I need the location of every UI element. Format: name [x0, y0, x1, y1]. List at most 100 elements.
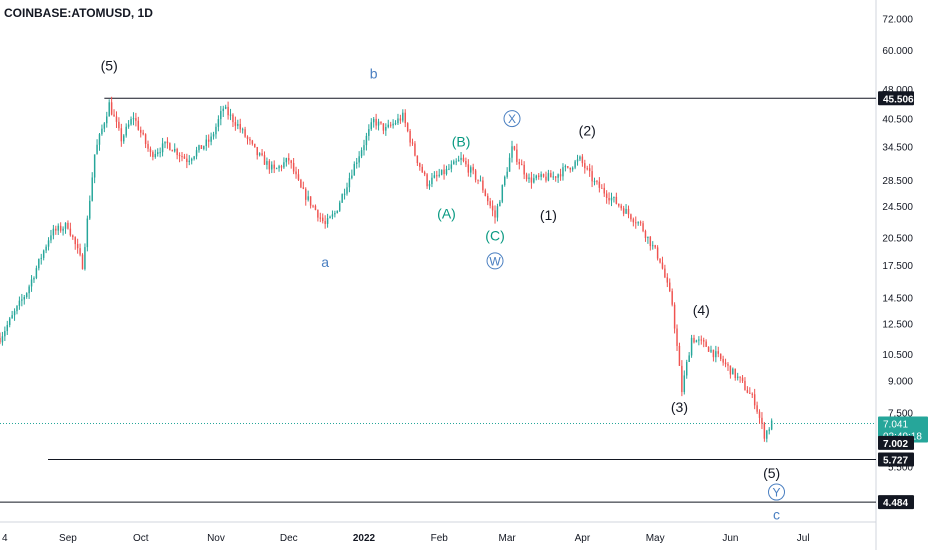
candle-body: [331, 214, 334, 217]
candle: [319, 212, 322, 223]
candle-body: [338, 202, 341, 211]
candle-body: [455, 161, 457, 163]
candle-body: [181, 156, 183, 158]
candle-body: [712, 349, 715, 358]
candle: [38, 258, 40, 271]
candle: [256, 146, 258, 160]
candle: [601, 184, 603, 189]
candle: [501, 184, 504, 204]
candle-body: [751, 393, 753, 395]
candle-body: [186, 158, 188, 163]
candle-body: [722, 358, 724, 363]
candle: [251, 139, 254, 146]
candle: [409, 128, 411, 147]
candle: [586, 165, 588, 171]
candle: [479, 175, 482, 182]
candle-body: [55, 228, 57, 231]
candle-body: [618, 203, 620, 206]
candle: [237, 119, 239, 130]
candle: [416, 155, 419, 166]
candle-body: [761, 417, 763, 424]
candle: [642, 220, 644, 233]
candle: [644, 229, 647, 242]
candle-body: [746, 390, 749, 393]
candle: [681, 360, 683, 397]
candle-body: [278, 166, 280, 169]
candle: [355, 157, 358, 169]
candle-body: [322, 217, 324, 222]
y-tick-label: 48.000: [882, 85, 913, 96]
candle-body: [263, 155, 266, 165]
candle-body: [717, 351, 719, 354]
candle: [426, 173, 428, 189]
candle-body: [462, 157, 465, 162]
candle-body: [40, 257, 42, 259]
candle-body: [574, 161, 576, 168]
candle: [698, 336, 700, 346]
candle: [639, 220, 642, 226]
candle: [632, 217, 635, 227]
wave-label: a: [321, 254, 329, 270]
candle: [343, 188, 346, 200]
candle-body: [685, 361, 688, 376]
candle: [659, 258, 661, 264]
candle-body: [705, 341, 707, 347]
candle: [79, 243, 81, 257]
candle-body: [13, 311, 16, 316]
candle-body: [178, 155, 181, 157]
candle: [637, 221, 639, 226]
candle: [569, 167, 571, 173]
candle-body: [756, 405, 758, 412]
candle-body: [554, 176, 557, 178]
candle-body: [101, 128, 103, 135]
candle-body: [385, 127, 387, 131]
candle: [685, 359, 688, 379]
candle: [159, 147, 161, 158]
candle-body: [212, 134, 215, 137]
candle: [200, 145, 203, 150]
y-tick-label: 72.000: [882, 14, 913, 25]
candle: [732, 367, 734, 375]
candle: [205, 134, 207, 151]
candle-body: [652, 245, 654, 247]
candle: [729, 365, 732, 379]
wave-label: (4): [693, 302, 710, 318]
candle: [474, 168, 477, 183]
x-tick-label: Jun: [722, 533, 738, 544]
candle-body: [227, 106, 229, 116]
candle-body: [576, 159, 579, 162]
candle-body: [302, 187, 305, 189]
candle: [98, 132, 101, 151]
candle-body: [426, 174, 428, 187]
candle-body: [520, 164, 523, 166]
candle: [688, 352, 690, 363]
candle-body: [336, 210, 339, 214]
candle-body: [290, 160, 292, 163]
candle-body: [744, 380, 746, 391]
candle-body: [368, 129, 370, 136]
candle: [552, 171, 554, 180]
candle-body: [445, 168, 448, 175]
candle-body: [380, 121, 382, 124]
candle-body: [513, 146, 516, 150]
candle-body: [766, 430, 768, 439]
candle-body: [516, 149, 518, 162]
candle: [477, 179, 479, 185]
candle: [142, 129, 144, 136]
candle-body: [69, 228, 72, 236]
candle-body: [533, 178, 535, 183]
candle: [193, 155, 195, 161]
candle-body: [669, 282, 671, 292]
candle: [438, 168, 440, 178]
candle: [203, 145, 205, 151]
candle: [154, 149, 157, 159]
candle-body: [96, 144, 98, 155]
candle-body: [326, 218, 329, 224]
candle-body: [292, 162, 295, 172]
candle-body: [164, 141, 166, 144]
candle: [433, 171, 436, 179]
wave-circle: [768, 483, 786, 501]
candle: [610, 192, 613, 207]
